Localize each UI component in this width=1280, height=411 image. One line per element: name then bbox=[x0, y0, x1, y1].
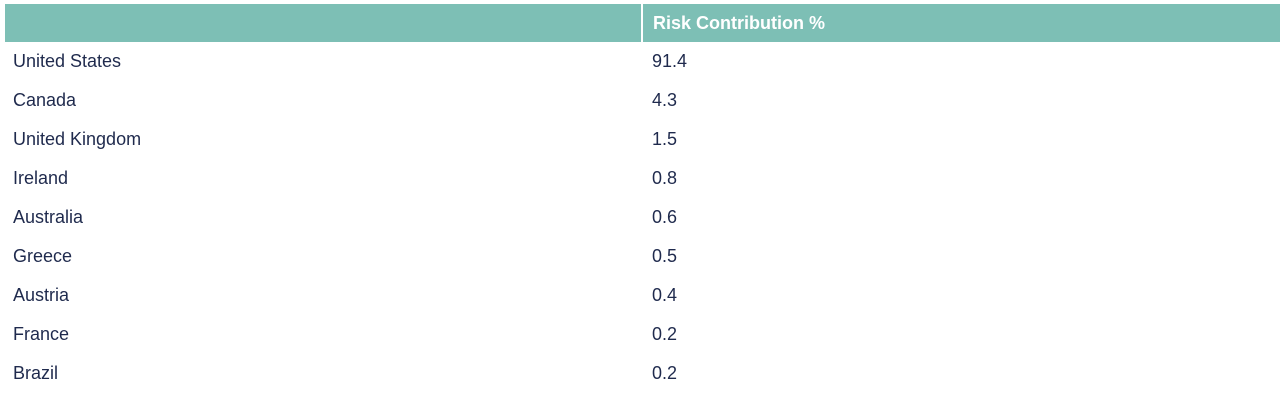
country-cell: Australia bbox=[13, 207, 84, 227]
risk-value-cell: 91.4 bbox=[652, 51, 688, 71]
country-cell: France bbox=[13, 324, 70, 344]
table-row: Ireland 0.8 bbox=[5, 159, 1280, 198]
risk-value-cell: 0.8 bbox=[652, 168, 678, 188]
risk-value-cell: 0.5 bbox=[652, 246, 678, 266]
country-cell: United States bbox=[13, 51, 122, 71]
header-country bbox=[5, 4, 643, 42]
country-cell: Canada bbox=[13, 90, 77, 110]
table-row: Austria 0.4 bbox=[5, 276, 1280, 315]
risk-contribution-table-container: Risk Contribution % United States 91.4 C… bbox=[5, 4, 1280, 393]
header-row: Risk Contribution % bbox=[5, 4, 1280, 42]
table-row: Australia 0.6 bbox=[5, 198, 1280, 237]
table-row: Greece 0.5 bbox=[5, 237, 1280, 276]
risk-value-cell: 0.6 bbox=[652, 207, 678, 227]
table-row: United States 91.4 bbox=[5, 42, 1280, 81]
table-row: United Kingdom 1.5 bbox=[5, 120, 1280, 159]
table-row: France 0.2 bbox=[5, 315, 1280, 354]
risk-contribution-table: Risk Contribution % United States 91.4 C… bbox=[5, 4, 1280, 393]
risk-value-cell: 0.2 bbox=[652, 324, 678, 344]
header-risk-contribution: Risk Contribution % bbox=[653, 12, 825, 33]
risk-value-cell: 0.2 bbox=[652, 363, 678, 383]
country-cell: Ireland bbox=[13, 168, 69, 188]
country-cell: Brazil bbox=[13, 363, 59, 383]
risk-value-cell: 1.5 bbox=[652, 129, 678, 149]
table-body: United States 91.4 Canada 4.3 United Kin… bbox=[5, 42, 1280, 393]
country-cell: Austria bbox=[13, 285, 70, 305]
table-row: Canada 4.3 bbox=[5, 81, 1280, 120]
table-header: Risk Contribution % bbox=[5, 4, 1280, 42]
country-cell: United Kingdom bbox=[13, 129, 142, 149]
country-cell: Greece bbox=[13, 246, 73, 266]
risk-value-cell: 0.4 bbox=[652, 285, 678, 305]
table-row: Brazil 0.2 bbox=[5, 354, 1280, 393]
risk-value-cell: 4.3 bbox=[652, 90, 678, 110]
